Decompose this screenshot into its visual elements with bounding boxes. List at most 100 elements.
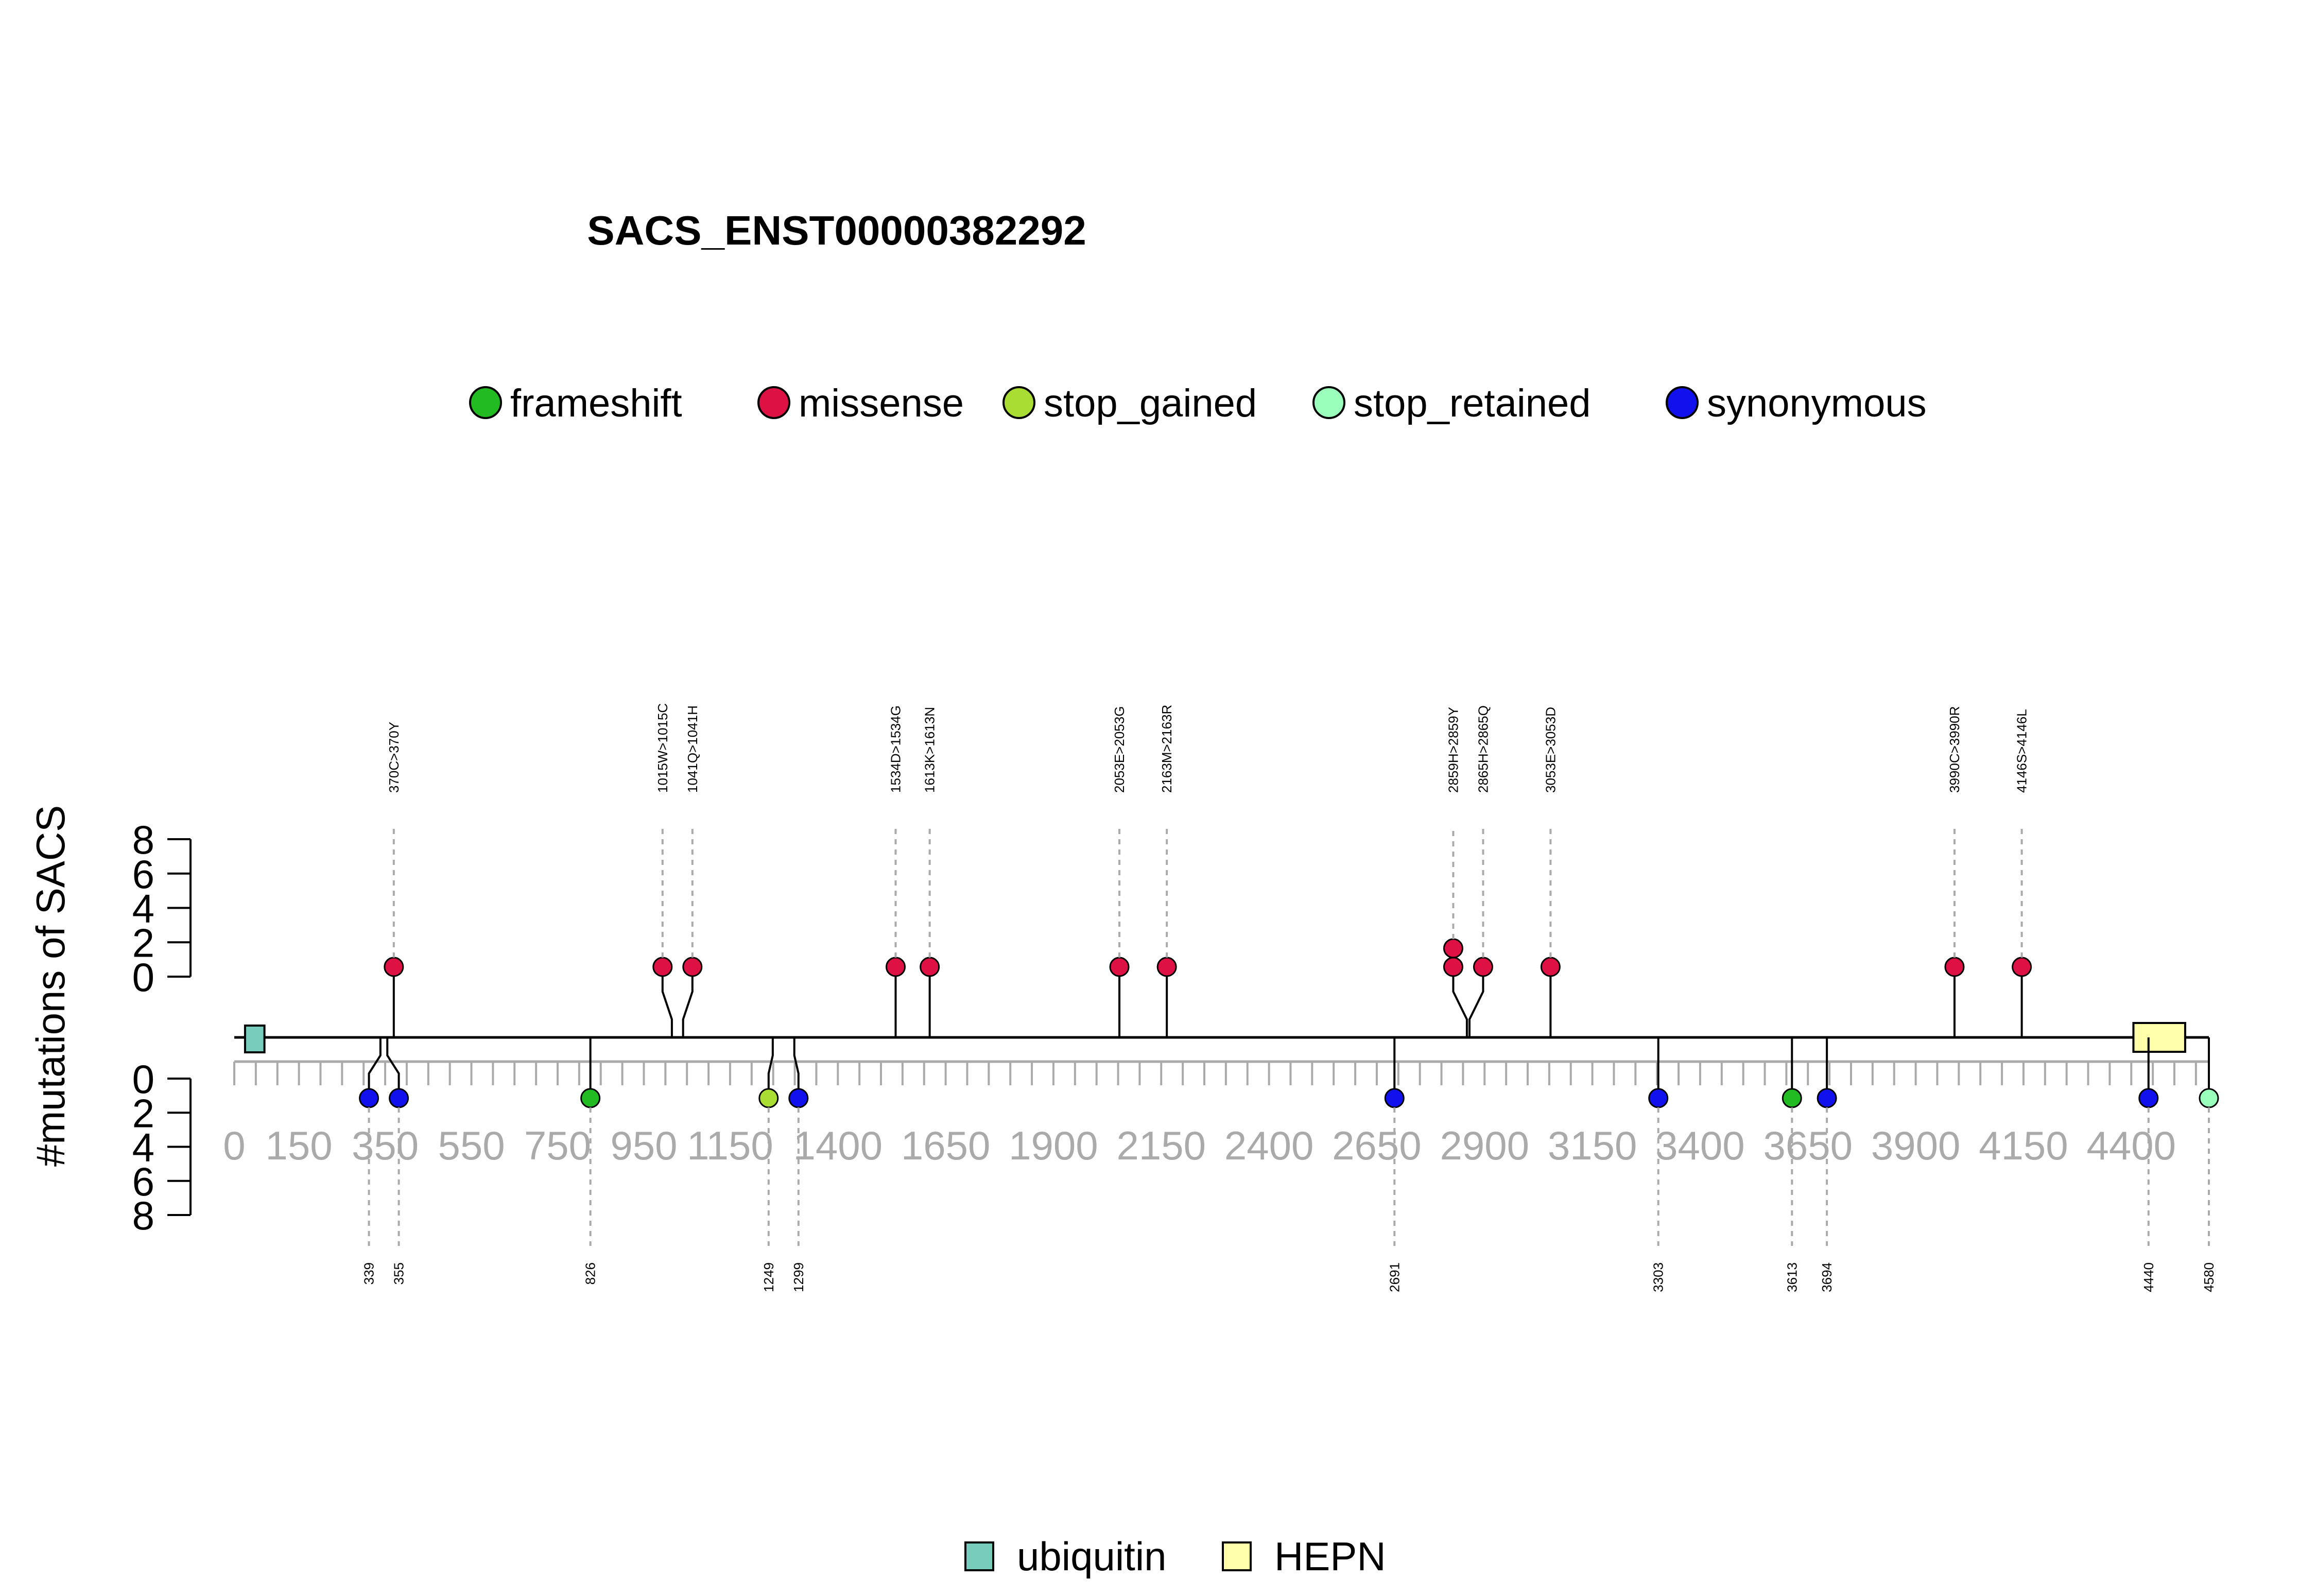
chart-title: SACS_ENST00000382292 (587, 207, 1086, 253)
lollipop-stem (682, 976, 694, 1037)
mutation-label: 1299 (791, 1262, 806, 1292)
mutation-label: 1041Q>1041H (685, 705, 700, 793)
mutation-1015: 1015W>1015C (652, 703, 673, 1037)
mutation-label: 2163M>2163R (1159, 705, 1174, 793)
legend-swatch (469, 386, 502, 419)
mutation-1299: 1299 (788, 1037, 809, 1292)
legend-label: stop_gained (1044, 381, 1257, 425)
mutation-2859: 2859H>2859Y (1443, 707, 1468, 1037)
lollipop-head (1944, 957, 1965, 977)
mutation-4146: 4146S>4146L (2012, 709, 2032, 1037)
mutation-type-legend: frameshift missense stop_gained stop_retain… (469, 381, 1927, 425)
mutation-1249: 1249 (758, 1037, 779, 1292)
lollipop-stem (386, 1037, 400, 1089)
mutation-label: 3613 (1784, 1262, 1800, 1292)
mutation-label: 1249 (761, 1262, 776, 1292)
x-tick-label: 1900 (1009, 1123, 1098, 1168)
lollipop-head (885, 957, 906, 977)
mutation-label: 826 (583, 1262, 598, 1285)
x-tick-label: 550 (438, 1123, 505, 1168)
legend-swatch (1666, 386, 1699, 419)
lollipop-head (359, 1088, 379, 1108)
y-tick-label: 2 (132, 1090, 154, 1136)
y-tick-label: 6 (132, 1159, 154, 1204)
domain-layer (244, 1022, 2186, 1053)
legend-label: missense (799, 381, 964, 425)
x-tick-label: 3650 (1763, 1123, 1853, 1168)
legend-label: frameshift (510, 381, 682, 425)
mutation-3613: 3613 (1782, 1037, 1802, 1292)
mutation-label: 2691 (1387, 1262, 1402, 1292)
legend-item-frameshift: frameshift (469, 381, 682, 425)
lollipop-stem (661, 976, 673, 1037)
mutation-3303: 3303 (1648, 1037, 1669, 1292)
domain-legend-item-ubiquitin: ubiquitin (964, 1534, 1167, 1579)
lollipop-head (682, 957, 703, 977)
lollipop-head (1443, 938, 1463, 959)
x-tick-label: 750 (524, 1123, 591, 1168)
mutation-4580: 4580 (2199, 1037, 2219, 1292)
legend-item-stop-gained: stop_gained (1002, 381, 1257, 425)
mutation-label: 3990C>3990R (1947, 706, 1962, 793)
mutation-label: 339 (361, 1262, 377, 1285)
legend-swatch (757, 386, 790, 419)
domain-ubiquitin (244, 1025, 266, 1053)
lollipop-stem (1468, 976, 1484, 1037)
legend-swatch (1222, 1541, 1252, 1571)
mutation-label: 355 (391, 1262, 407, 1285)
x-tick-label: 950 (610, 1123, 677, 1168)
legend-label: stop_retained (1354, 381, 1591, 425)
mutation-label: 4580 (2201, 1262, 2217, 1292)
mutation-355: 355 (386, 1037, 409, 1285)
lollipop-stem (1452, 976, 1468, 1037)
x-tick-label: 1400 (793, 1123, 883, 1168)
mutation-label: 3053E>3053D (1543, 707, 1558, 793)
mutation-label: 370C>370Y (386, 722, 402, 793)
legend-label: HEPN (1274, 1534, 1386, 1579)
mutation-4440: 4440 (2138, 1037, 2159, 1292)
y-tick-label: 8 (132, 1193, 154, 1238)
mutation-label: 2859H>2859Y (1445, 707, 1461, 793)
lollipop-head (1782, 1088, 1802, 1108)
x-tick-label: 2900 (1440, 1123, 1530, 1168)
y-tick-label: 8 (132, 817, 154, 862)
mutation-2865: 2865H>2865Q (1468, 705, 1493, 1037)
mutation-826: 826 (580, 1037, 601, 1285)
mutation-1613: 1613K>1613N (920, 707, 940, 1037)
legend-item-missense: missense (757, 381, 964, 425)
y-tick-label: 4 (132, 886, 154, 931)
mutation-label: 1015W>1015C (655, 703, 670, 793)
x-tick-label: 350 (352, 1123, 419, 1168)
mutation-1041: 1041Q>1041H (682, 705, 703, 1037)
mutation-3990: 3990C>3990R (1944, 706, 1965, 1037)
y-tick-label: 2 (132, 920, 154, 965)
lollipop-head (389, 1088, 409, 1108)
mutation-label: 1613K>1613N (922, 707, 938, 793)
top-mutations: 370C>370Y 1015W>1015C 1041Q>1041H 1534D>153… (384, 703, 2032, 1037)
lollipop-head (1109, 957, 1130, 977)
x-tick-label: 2400 (1224, 1123, 1314, 1168)
x-tick-label: 4400 (2087, 1123, 2176, 1168)
x-tick-label: 2650 (1332, 1123, 1422, 1168)
mutation-3694: 3694 (1817, 1037, 1837, 1292)
mutation-2691: 2691 (1384, 1037, 1405, 1292)
lollipop-head (1443, 957, 1463, 977)
mutation-1534: 1534D>1534G (885, 705, 906, 1037)
y-tick-label: 6 (132, 852, 154, 897)
lollipop-stem (793, 1037, 800, 1089)
y-tick-label: 0 (132, 1056, 154, 1102)
mutation-label: 1534D>1534G (888, 705, 903, 793)
lollipop-head (1540, 957, 1561, 977)
lollipop-head (384, 957, 404, 977)
mutation-339: 339 (359, 1037, 382, 1285)
y-tick-label: 4 (132, 1125, 154, 1170)
mutation-label: 3694 (1819, 1262, 1835, 1292)
x-axis: 0 150 350 550 750 950 1150 1400 1650 1900 2150 2400… (223, 1060, 2209, 1168)
legend-item-stop-retained: stop_retained (1312, 381, 1591, 425)
y-tick-label: 0 (132, 955, 154, 1000)
mutation-2163: 2163M>2163R (1156, 705, 1177, 1037)
lollipop-head (1648, 1088, 1669, 1108)
